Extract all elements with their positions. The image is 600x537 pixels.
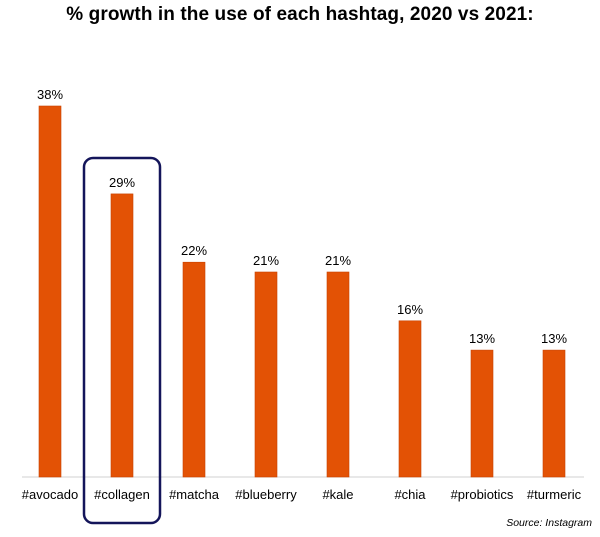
bar-chia xyxy=(398,320,422,478)
tick-label-chia: #chia xyxy=(394,487,426,502)
bar-collagen xyxy=(110,193,134,478)
highlight-box xyxy=(82,156,162,525)
bar-matcha xyxy=(182,261,206,478)
value-label-chia: 16% xyxy=(397,302,423,317)
bar-turmeric xyxy=(542,349,566,478)
value-label-kale: 21% xyxy=(325,253,351,268)
value-label-matcha: 22% xyxy=(181,243,207,258)
value-label-avocado: 38% xyxy=(37,87,63,102)
tick-label-kale: #kale xyxy=(322,487,353,502)
tick-label-collagen: #collagen xyxy=(94,487,150,502)
bars-group xyxy=(38,105,566,478)
value-label-probiotics: 13% xyxy=(469,331,495,346)
chart-title: % growth in the use of each hashtag, 202… xyxy=(66,4,534,25)
tick-label-avocado: #avocado xyxy=(22,487,78,502)
value-labels-group: 38% 29% 22% 21% 21% 16% 13% 13% xyxy=(37,87,567,346)
tick-label-turmeric: #turmeric xyxy=(527,487,582,502)
tick-labels-group: #avocado #collagen #matcha #blueberry #kale #… xyxy=(22,487,582,502)
bar-kale xyxy=(326,271,350,478)
bar-avocado xyxy=(38,105,62,478)
bar-probiotics xyxy=(470,349,494,478)
bar-blueberry xyxy=(254,271,278,478)
value-label-collagen: 29% xyxy=(109,175,135,190)
value-label-turmeric: 13% xyxy=(541,331,567,346)
source-note: Source: Instagram xyxy=(506,517,592,529)
value-label-blueberry: 21% xyxy=(253,253,279,268)
tick-label-matcha: #matcha xyxy=(169,487,220,502)
tick-label-probiotics: #probiotics xyxy=(451,487,514,502)
tick-label-blueberry: #blueberry xyxy=(235,487,297,502)
